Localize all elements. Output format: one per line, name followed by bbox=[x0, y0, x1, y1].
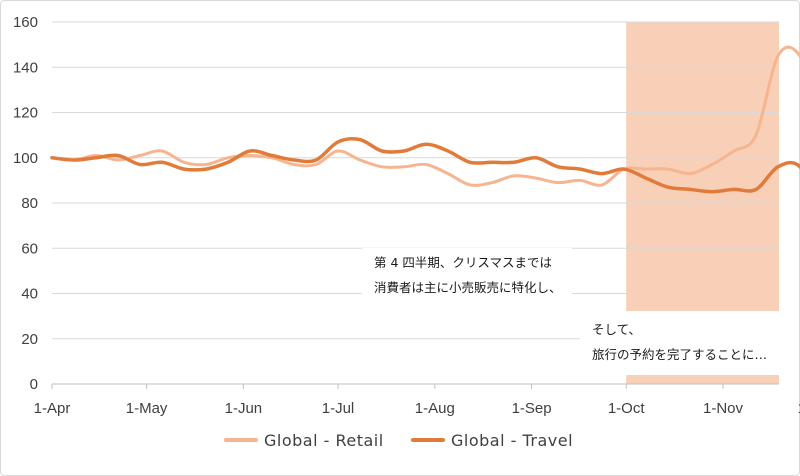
x-tick-label: 1-Jun bbox=[225, 400, 263, 417]
annotation-q4: 第 4 四半期、クリスマスまでは 消費者は主に小売販売に特化し、 bbox=[362, 248, 572, 300]
y-tick-label: 80 bbox=[21, 195, 38, 212]
y-tick-label: 160 bbox=[13, 14, 38, 31]
y-tick-label: 20 bbox=[21, 331, 38, 348]
y-tick-label: 140 bbox=[13, 59, 38, 76]
annotation-january: そして、 旅行の予約を完了することに… bbox=[580, 311, 780, 375]
y-tick-label: 120 bbox=[13, 105, 38, 122]
series-lines bbox=[50, 45, 800, 194]
x-tick-label: 1-Sep bbox=[512, 400, 552, 417]
annotation-january-line2: 旅行の予約を完了することに… bbox=[592, 347, 768, 362]
annotation-q4-line1: 第 4 四半期、クリスマスまでは bbox=[374, 255, 553, 270]
series-line-travel bbox=[50, 137, 800, 194]
legend-label-travel: Global - Travel bbox=[451, 431, 573, 450]
legend: Global - Retail Global - Travel bbox=[224, 431, 573, 450]
x-tick-label: 1-Apr bbox=[34, 400, 71, 417]
annotation-january-line1: そして、 bbox=[592, 322, 642, 337]
y-tick-label: 40 bbox=[21, 286, 38, 303]
x-tick-label: 1-Nov bbox=[703, 400, 744, 417]
x-tick-label: 1-May bbox=[126, 400, 168, 417]
y-tick-label: 100 bbox=[13, 150, 38, 167]
x-tick-label: 1-Aug bbox=[415, 400, 455, 417]
y-tick-label: 0 bbox=[30, 376, 38, 393]
x-tick-label: 1-Jul bbox=[322, 400, 355, 417]
y-tick-label: 60 bbox=[21, 240, 38, 257]
x-tick-label: 1-Dec bbox=[798, 400, 800, 417]
legend-label-retail: Global - Retail bbox=[264, 431, 384, 450]
annotation-q4-line2: 消費者は主に小売販売に特化し、 bbox=[374, 280, 562, 295]
x-axis-ticks: 1-Apr 1-May 1-Jun 1-Jul 1-Aug 1-Sep 1-Oct 1-Nov… bbox=[34, 384, 800, 417]
x-tick-label: 1-Oct bbox=[608, 400, 646, 417]
y-axis-ticks: 0 20 40 60 80 100 120 140 160 bbox=[13, 14, 38, 393]
